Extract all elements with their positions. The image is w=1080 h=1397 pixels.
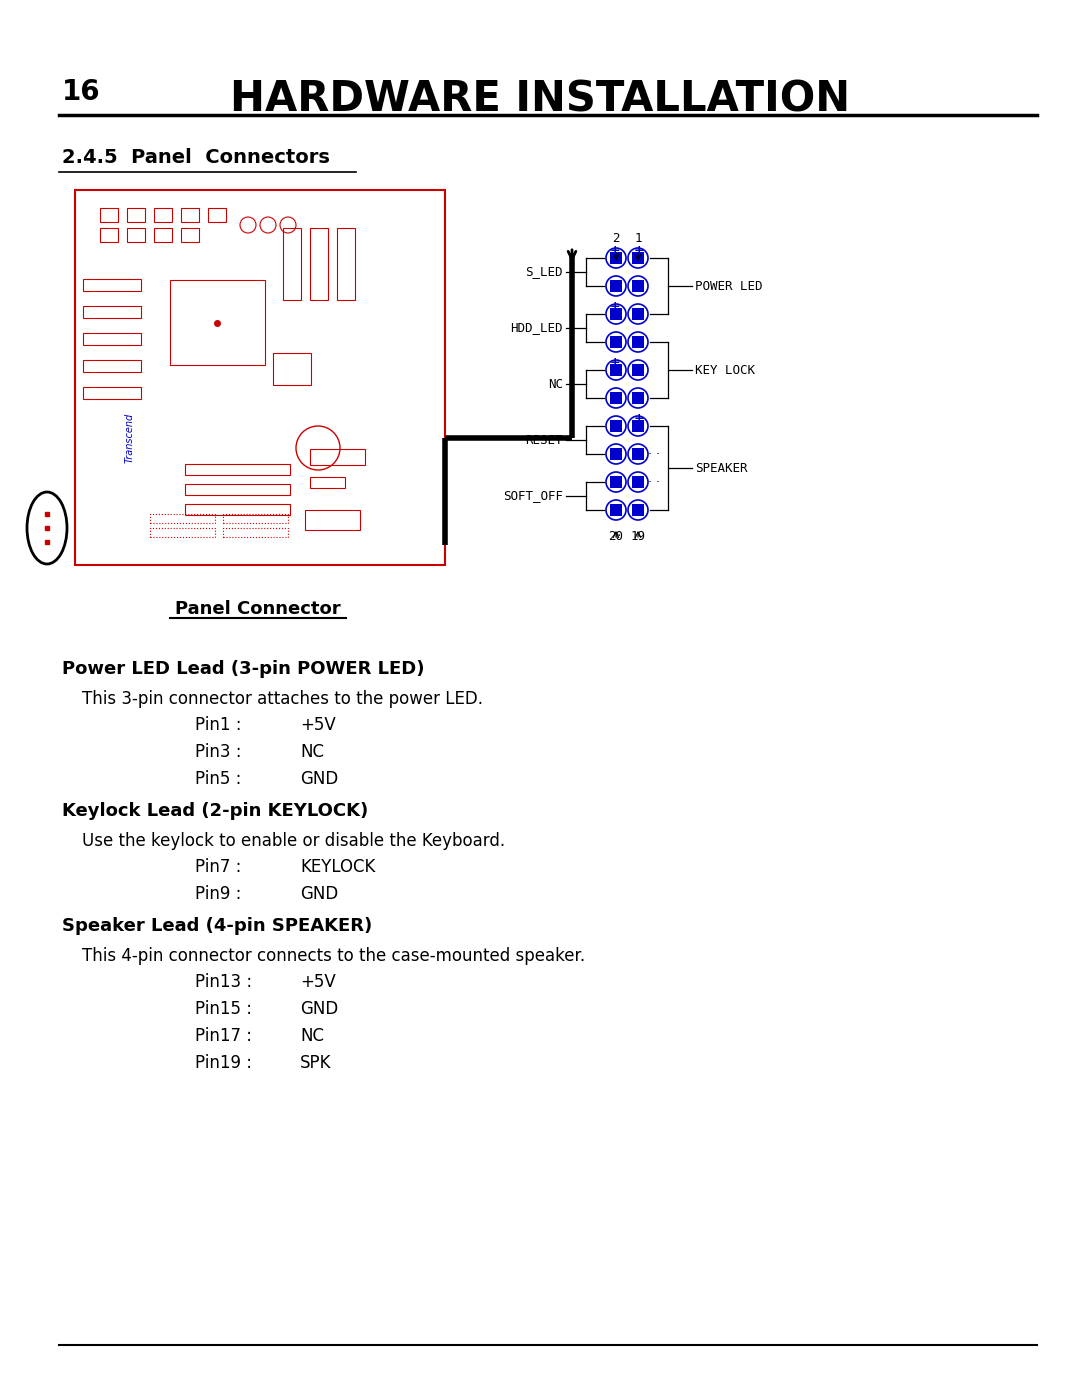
Bar xyxy=(170,279,265,365)
Text: 16: 16 xyxy=(62,78,100,106)
Text: +: + xyxy=(610,356,620,369)
Text: Pin13 :: Pin13 : xyxy=(195,972,252,990)
Bar xyxy=(305,510,360,529)
Bar xyxy=(150,514,215,522)
Bar xyxy=(310,228,328,300)
Text: This 4-pin connector connects to the case-mounted speaker.: This 4-pin connector connects to the cas… xyxy=(82,947,585,965)
Text: GND: GND xyxy=(300,886,338,902)
Text: · ·: · · xyxy=(648,475,660,489)
Text: Power LED Lead (3-pin POWER LED): Power LED Lead (3-pin POWER LED) xyxy=(62,659,424,678)
Text: Use the keylock to enable or disable the Keyboard.: Use the keylock to enable or disable the… xyxy=(82,833,505,849)
Text: +: + xyxy=(610,300,620,313)
Bar xyxy=(181,228,199,242)
Bar xyxy=(83,306,141,319)
Bar xyxy=(75,190,445,564)
Text: · ·: · · xyxy=(648,447,660,461)
Bar xyxy=(610,307,622,320)
Bar xyxy=(208,208,226,222)
Bar xyxy=(100,228,118,242)
Text: HDD_LED: HDD_LED xyxy=(511,321,563,334)
Bar xyxy=(283,228,301,300)
Text: RESET: RESET xyxy=(526,433,563,447)
Bar xyxy=(632,504,644,515)
Bar xyxy=(632,420,644,432)
Text: SOFT_OFF: SOFT_OFF xyxy=(503,489,563,503)
Bar xyxy=(337,228,355,300)
Text: 19: 19 xyxy=(631,529,646,542)
Bar xyxy=(632,448,644,460)
Bar xyxy=(185,483,291,495)
Text: This 3-pin connector attaches to the power LED.: This 3-pin connector attaches to the pow… xyxy=(82,690,483,708)
Text: 20: 20 xyxy=(608,529,623,542)
Bar xyxy=(610,504,622,515)
Bar xyxy=(610,476,622,488)
Bar xyxy=(127,228,145,242)
Bar xyxy=(610,279,622,292)
Text: NC: NC xyxy=(548,377,563,391)
Bar xyxy=(181,208,199,222)
Bar xyxy=(310,476,345,488)
Text: +: + xyxy=(610,244,620,257)
Text: Pin1 :: Pin1 : xyxy=(195,717,242,733)
Bar xyxy=(83,387,141,400)
Bar xyxy=(185,464,291,475)
Text: Pin9 :: Pin9 : xyxy=(195,886,241,902)
Text: Panel Connector: Panel Connector xyxy=(175,599,341,617)
Bar xyxy=(150,528,215,536)
Text: SPK: SPK xyxy=(300,1053,332,1071)
Text: HARDWARE INSTALLATION: HARDWARE INSTALLATION xyxy=(230,78,850,120)
Bar xyxy=(273,353,311,386)
Bar xyxy=(632,393,644,404)
Text: S_LED: S_LED xyxy=(526,265,563,278)
Text: Pin15 :: Pin15 : xyxy=(195,1000,252,1018)
Text: Pin17 :: Pin17 : xyxy=(195,1027,252,1045)
Bar xyxy=(632,307,644,320)
Bar xyxy=(154,208,172,222)
Text: Pin7 :: Pin7 : xyxy=(195,858,241,876)
Text: NC: NC xyxy=(300,1027,324,1045)
Bar xyxy=(83,360,141,372)
Bar xyxy=(610,365,622,376)
Text: Transcend: Transcend xyxy=(125,414,135,464)
Text: 1: 1 xyxy=(634,232,642,244)
Text: POWER LED: POWER LED xyxy=(696,279,762,292)
Bar xyxy=(100,208,118,222)
Text: Speaker Lead (4-pin SPEAKER): Speaker Lead (4-pin SPEAKER) xyxy=(62,916,373,935)
Bar xyxy=(610,337,622,348)
Text: Pin19 :: Pin19 : xyxy=(195,1053,252,1071)
Text: SPEAKER: SPEAKER xyxy=(696,461,747,475)
Bar xyxy=(83,279,141,291)
Text: +5V: +5V xyxy=(300,972,336,990)
Bar xyxy=(610,448,622,460)
Text: 2.4.5  Panel  Connectors: 2.4.5 Panel Connectors xyxy=(62,148,329,168)
Bar xyxy=(632,365,644,376)
Text: +: + xyxy=(634,244,645,257)
Bar xyxy=(310,448,365,465)
Text: Pin5 :: Pin5 : xyxy=(195,770,241,788)
Text: NC: NC xyxy=(300,743,324,761)
Bar xyxy=(632,476,644,488)
Text: 2: 2 xyxy=(612,232,620,244)
Bar xyxy=(632,337,644,348)
Bar xyxy=(610,393,622,404)
Text: GND: GND xyxy=(300,770,338,788)
Bar xyxy=(154,228,172,242)
Bar xyxy=(610,420,622,432)
Bar xyxy=(632,251,644,264)
Text: Pin3 :: Pin3 : xyxy=(195,743,242,761)
Text: +5V: +5V xyxy=(300,717,336,733)
Bar xyxy=(610,251,622,264)
Text: GND: GND xyxy=(300,1000,338,1018)
Text: KEYLOCK: KEYLOCK xyxy=(300,858,376,876)
Bar xyxy=(83,332,141,345)
Bar xyxy=(222,514,288,522)
Bar xyxy=(222,528,288,536)
Bar xyxy=(185,504,291,515)
Bar xyxy=(127,208,145,222)
Text: +: + xyxy=(634,412,645,426)
Text: Keylock Lead (2-pin KEYLOCK): Keylock Lead (2-pin KEYLOCK) xyxy=(62,802,368,820)
Text: KEY LOCK: KEY LOCK xyxy=(696,363,755,377)
Bar xyxy=(632,279,644,292)
